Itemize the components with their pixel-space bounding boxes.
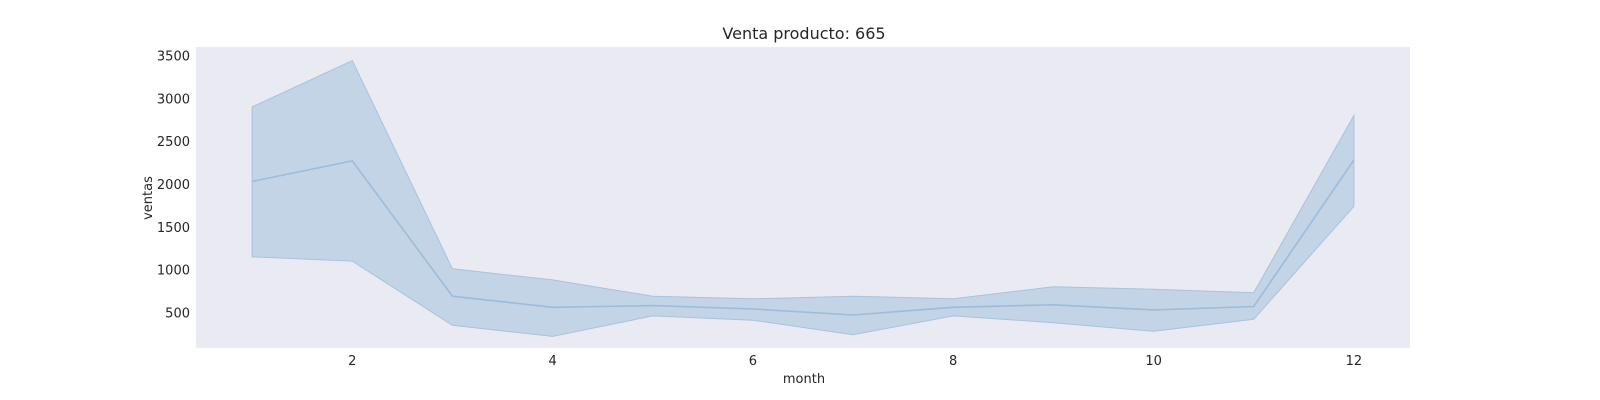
y-tick-label: 2500: [157, 135, 190, 150]
y-tick-label: 3000: [157, 92, 190, 107]
series-line-layer: [251, 159, 1355, 316]
x-tick-label: 4: [548, 354, 556, 369]
y-axis-label: ventas: [141, 176, 156, 220]
y-axis-ticks: 500 1000 1500 2000 2500 3000 3500: [157, 50, 190, 322]
y-tick-label: 3500: [157, 50, 190, 65]
chart-title: Venta producto: 665: [722, 24, 885, 43]
y-tick-label: 1000: [157, 264, 190, 279]
x-tick-label: 2: [348, 354, 356, 369]
y-tick-label: 1500: [157, 221, 190, 236]
y-tick-label: 500: [165, 307, 190, 322]
x-tick-label: 8: [949, 354, 957, 369]
x-tick-label: 12: [1346, 354, 1363, 369]
x-tick-label: 6: [749, 354, 757, 369]
series-line: [251, 159, 1355, 316]
x-axis-label: month: [783, 372, 825, 387]
x-axis-ticks: 2 4 6 8 10 12: [348, 354, 1362, 369]
x-tick-label: 10: [1145, 354, 1162, 369]
confidence-band-layer: [251, 60, 1355, 337]
confidence-band: [251, 60, 1355, 337]
y-tick-label: 2000: [157, 178, 190, 193]
